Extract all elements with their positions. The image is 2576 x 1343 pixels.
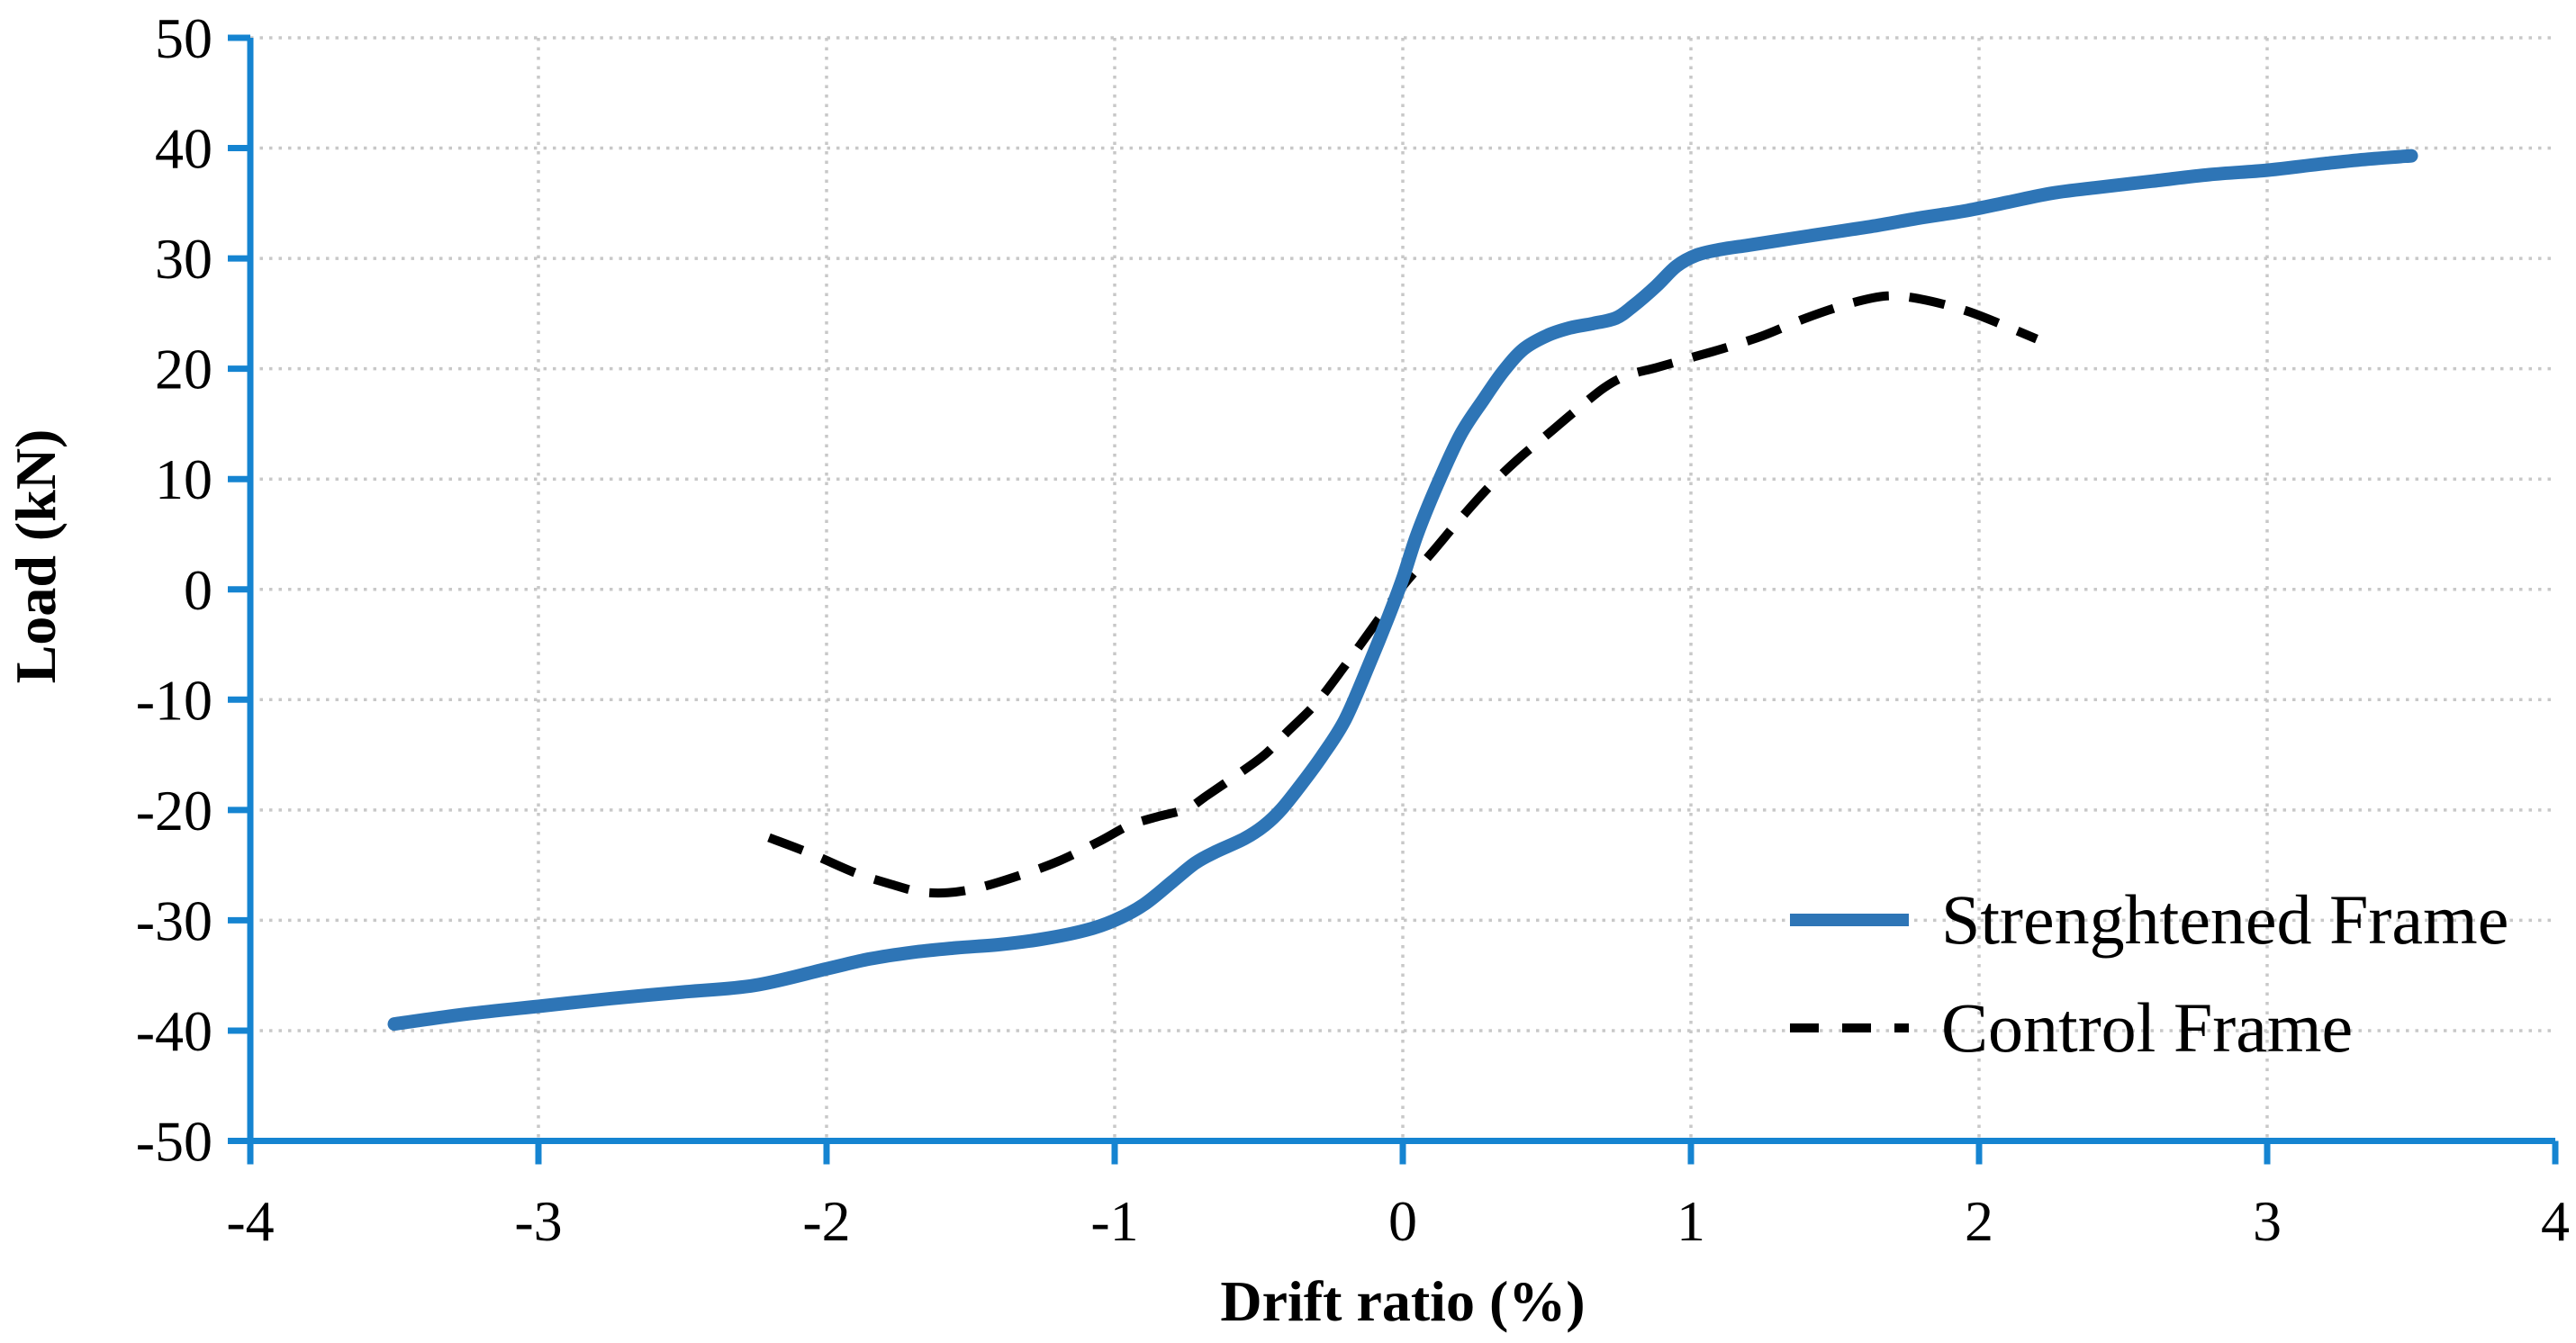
x-tick-label: -4 bbox=[226, 1189, 274, 1253]
y-tick-label: 10 bbox=[155, 447, 212, 511]
y-tick-label: 20 bbox=[155, 338, 212, 401]
y-tick-label: -10 bbox=[136, 668, 212, 732]
x-tick-label: 0 bbox=[1388, 1189, 1417, 1253]
y-tick-label: 40 bbox=[155, 117, 212, 181]
legend-solid-line-icon bbox=[1790, 914, 1909, 926]
y-axis-title: Load (kN) bbox=[4, 428, 68, 684]
y-tick-label: -40 bbox=[136, 999, 212, 1063]
y-tick-label: -30 bbox=[136, 888, 212, 952]
x-tick-label: 2 bbox=[1965, 1189, 1993, 1253]
y-tick-label: -20 bbox=[136, 779, 212, 843]
x-tick-label: 4 bbox=[2541, 1189, 2570, 1253]
legend: Strenghtened Frame Control Frame bbox=[1790, 879, 2508, 1069]
y-tick-label: 0 bbox=[184, 558, 212, 622]
series-lines bbox=[387, 149, 2418, 1032]
x-tick-label: 3 bbox=[2253, 1189, 2282, 1253]
axes bbox=[228, 34, 2559, 1165]
y-tick-label: 50 bbox=[155, 6, 212, 70]
y-tick-label: 30 bbox=[155, 227, 212, 291]
series-line-strenghtened-frame bbox=[387, 149, 2418, 1032]
y-tick-label: -50 bbox=[136, 1110, 212, 1174]
gridlines bbox=[250, 36, 2555, 1141]
legend-dashed-line-icon bbox=[1790, 1023, 1909, 1032]
x-axis-title: Drift ratio (%) bbox=[1220, 1269, 1586, 1333]
legend-label-control: Control Frame bbox=[1941, 988, 2354, 1067]
legend-item-control-frame: Control Frame bbox=[1790, 987, 2508, 1069]
x-tick-label: -1 bbox=[1090, 1189, 1138, 1253]
x-tick-label: 1 bbox=[1677, 1189, 1705, 1253]
x-tick-label: -3 bbox=[514, 1189, 562, 1253]
legend-label-strengthened: Strenghtened Frame bbox=[1941, 880, 2509, 959]
legend-item-strengthened-frame: Strenghtened Frame bbox=[1790, 879, 2508, 961]
series-line-control-frame bbox=[767, 291, 2038, 898]
x-tick-label: -2 bbox=[802, 1189, 850, 1253]
